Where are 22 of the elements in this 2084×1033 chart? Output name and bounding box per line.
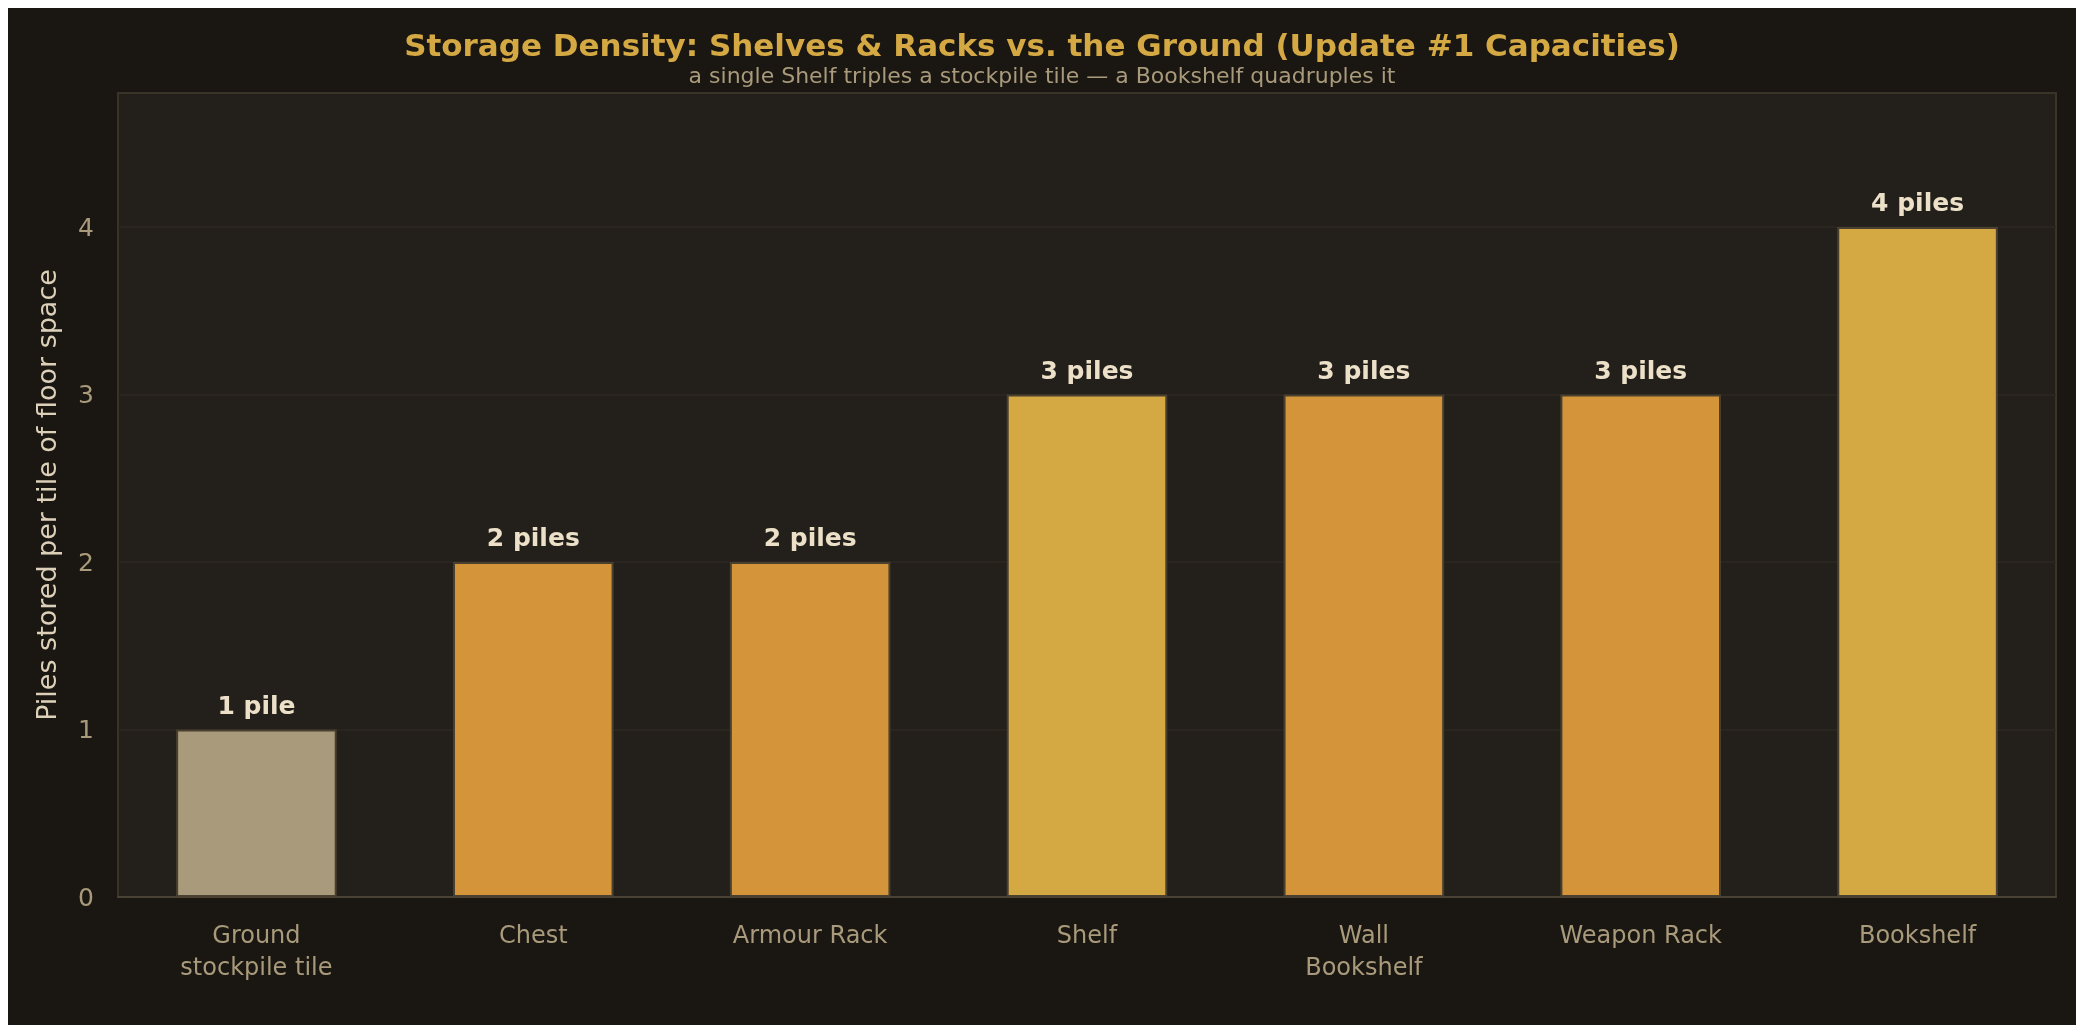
data-label: 3 piles [1594,355,1688,385]
y-tick-label: 0 [78,882,94,912]
x-tick-label: Shelf [1056,921,1118,949]
y-tick-label: 1 [78,715,94,744]
data-label: 2 piles [486,523,580,552]
x-tick-label: Weapon Rack [1559,921,1723,949]
data-label: 3 piles [1040,355,1134,385]
chart-subtitle: a single Shelf triples a stockpile tile — a Bookshelf quadruples it [688,62,1396,88]
y-tick-label: 2 [78,547,94,577]
data-label: 3 piles [1317,355,1411,385]
y-tick-label: 4 [78,212,94,242]
x-tick-label: Ground stockpile tile [180,921,333,981]
data-label: 1 pile [217,690,296,720]
x-tick-label: Wall Bookshelf [1305,921,1424,981]
y-tick-label: 3 [78,380,94,409]
x-tick-label: Armour Rack [732,921,888,949]
data-label: 4 piles [1871,188,1965,217]
x-tick-label: Chest [498,921,568,949]
chart-title: Storage Density: Shelves & Racks vs. the Ground (Update #1 Capacities) [404,26,1680,63]
x-tick-label: Bookshelf [1858,921,1977,949]
y-axis-title: Piles stored per tile of floor space [31,269,62,721]
data-label: 2 piles [763,523,857,552]
